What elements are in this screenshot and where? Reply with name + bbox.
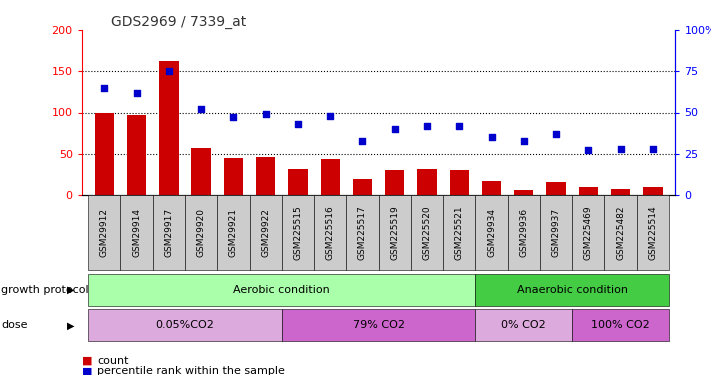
Bar	[191, 148, 211, 195]
Point	[228, 114, 239, 120]
Text: GSM225521: GSM225521	[455, 205, 464, 260]
Text: ▶: ▶	[67, 285, 75, 295]
Text: GSM225516: GSM225516	[326, 205, 335, 260]
Text: count: count	[97, 356, 129, 366]
Text: GSM29912: GSM29912	[100, 208, 109, 257]
Text: Anaerobic condition: Anaerobic condition	[517, 285, 628, 295]
Point	[196, 106, 207, 112]
Text: percentile rank within the sample: percentile rank within the sample	[97, 366, 285, 375]
Point	[550, 131, 562, 137]
Text: 0.05%CO2: 0.05%CO2	[156, 320, 215, 330]
Point	[292, 121, 304, 127]
Point	[486, 134, 497, 140]
Text: 0% CO2: 0% CO2	[501, 320, 546, 330]
Bar	[482, 181, 501, 195]
Bar	[321, 159, 340, 195]
Text: GSM225482: GSM225482	[616, 205, 625, 260]
Text: GSM29937: GSM29937	[552, 208, 560, 257]
Text: GSM29920: GSM29920	[197, 208, 205, 257]
Bar	[224, 158, 243, 195]
Point	[324, 113, 336, 119]
Point	[647, 146, 658, 152]
Bar	[256, 157, 275, 195]
Point	[389, 126, 400, 132]
Bar	[288, 169, 308, 195]
Bar	[127, 115, 146, 195]
Text: GSM29914: GSM29914	[132, 208, 141, 257]
Text: ■: ■	[82, 356, 92, 366]
Bar	[159, 60, 178, 195]
Point	[582, 147, 594, 153]
Text: GSM225515: GSM225515	[294, 205, 302, 260]
Point	[454, 123, 465, 129]
Text: 100% CO2: 100% CO2	[592, 320, 650, 330]
Bar	[579, 187, 598, 195]
Text: GSM29936: GSM29936	[519, 208, 528, 257]
Point	[422, 123, 433, 129]
Bar	[385, 170, 405, 195]
Point	[99, 85, 110, 91]
Bar	[643, 187, 663, 195]
Text: ▶: ▶	[67, 320, 75, 330]
Bar	[514, 190, 533, 195]
Text: GSM225469: GSM225469	[584, 205, 593, 260]
Bar	[417, 169, 437, 195]
Bar	[546, 182, 566, 195]
Text: growth protocol: growth protocol	[1, 285, 89, 295]
Point	[615, 146, 626, 152]
Text: GSM225514: GSM225514	[648, 205, 658, 260]
Point	[164, 68, 175, 74]
Text: dose: dose	[1, 320, 28, 330]
Text: GSM29934: GSM29934	[487, 208, 496, 257]
Bar	[353, 179, 372, 195]
Bar	[95, 112, 114, 195]
Text: GSM225520: GSM225520	[422, 205, 432, 260]
Bar	[449, 170, 469, 195]
Text: Aerobic condition: Aerobic condition	[233, 285, 330, 295]
Text: 79% CO2: 79% CO2	[353, 320, 405, 330]
Point	[518, 138, 530, 144]
Text: GSM29917: GSM29917	[164, 208, 173, 257]
Point	[131, 90, 142, 96]
Text: GSM225517: GSM225517	[358, 205, 367, 260]
Text: ■: ■	[82, 366, 92, 375]
Bar	[611, 189, 630, 195]
Text: GSM29921: GSM29921	[229, 208, 238, 257]
Point	[357, 138, 368, 144]
Text: GSM225519: GSM225519	[390, 205, 400, 260]
Text: GSM29922: GSM29922	[261, 208, 270, 257]
Point	[260, 111, 272, 117]
Text: GDS2969 / 7339_at: GDS2969 / 7339_at	[112, 15, 247, 29]
